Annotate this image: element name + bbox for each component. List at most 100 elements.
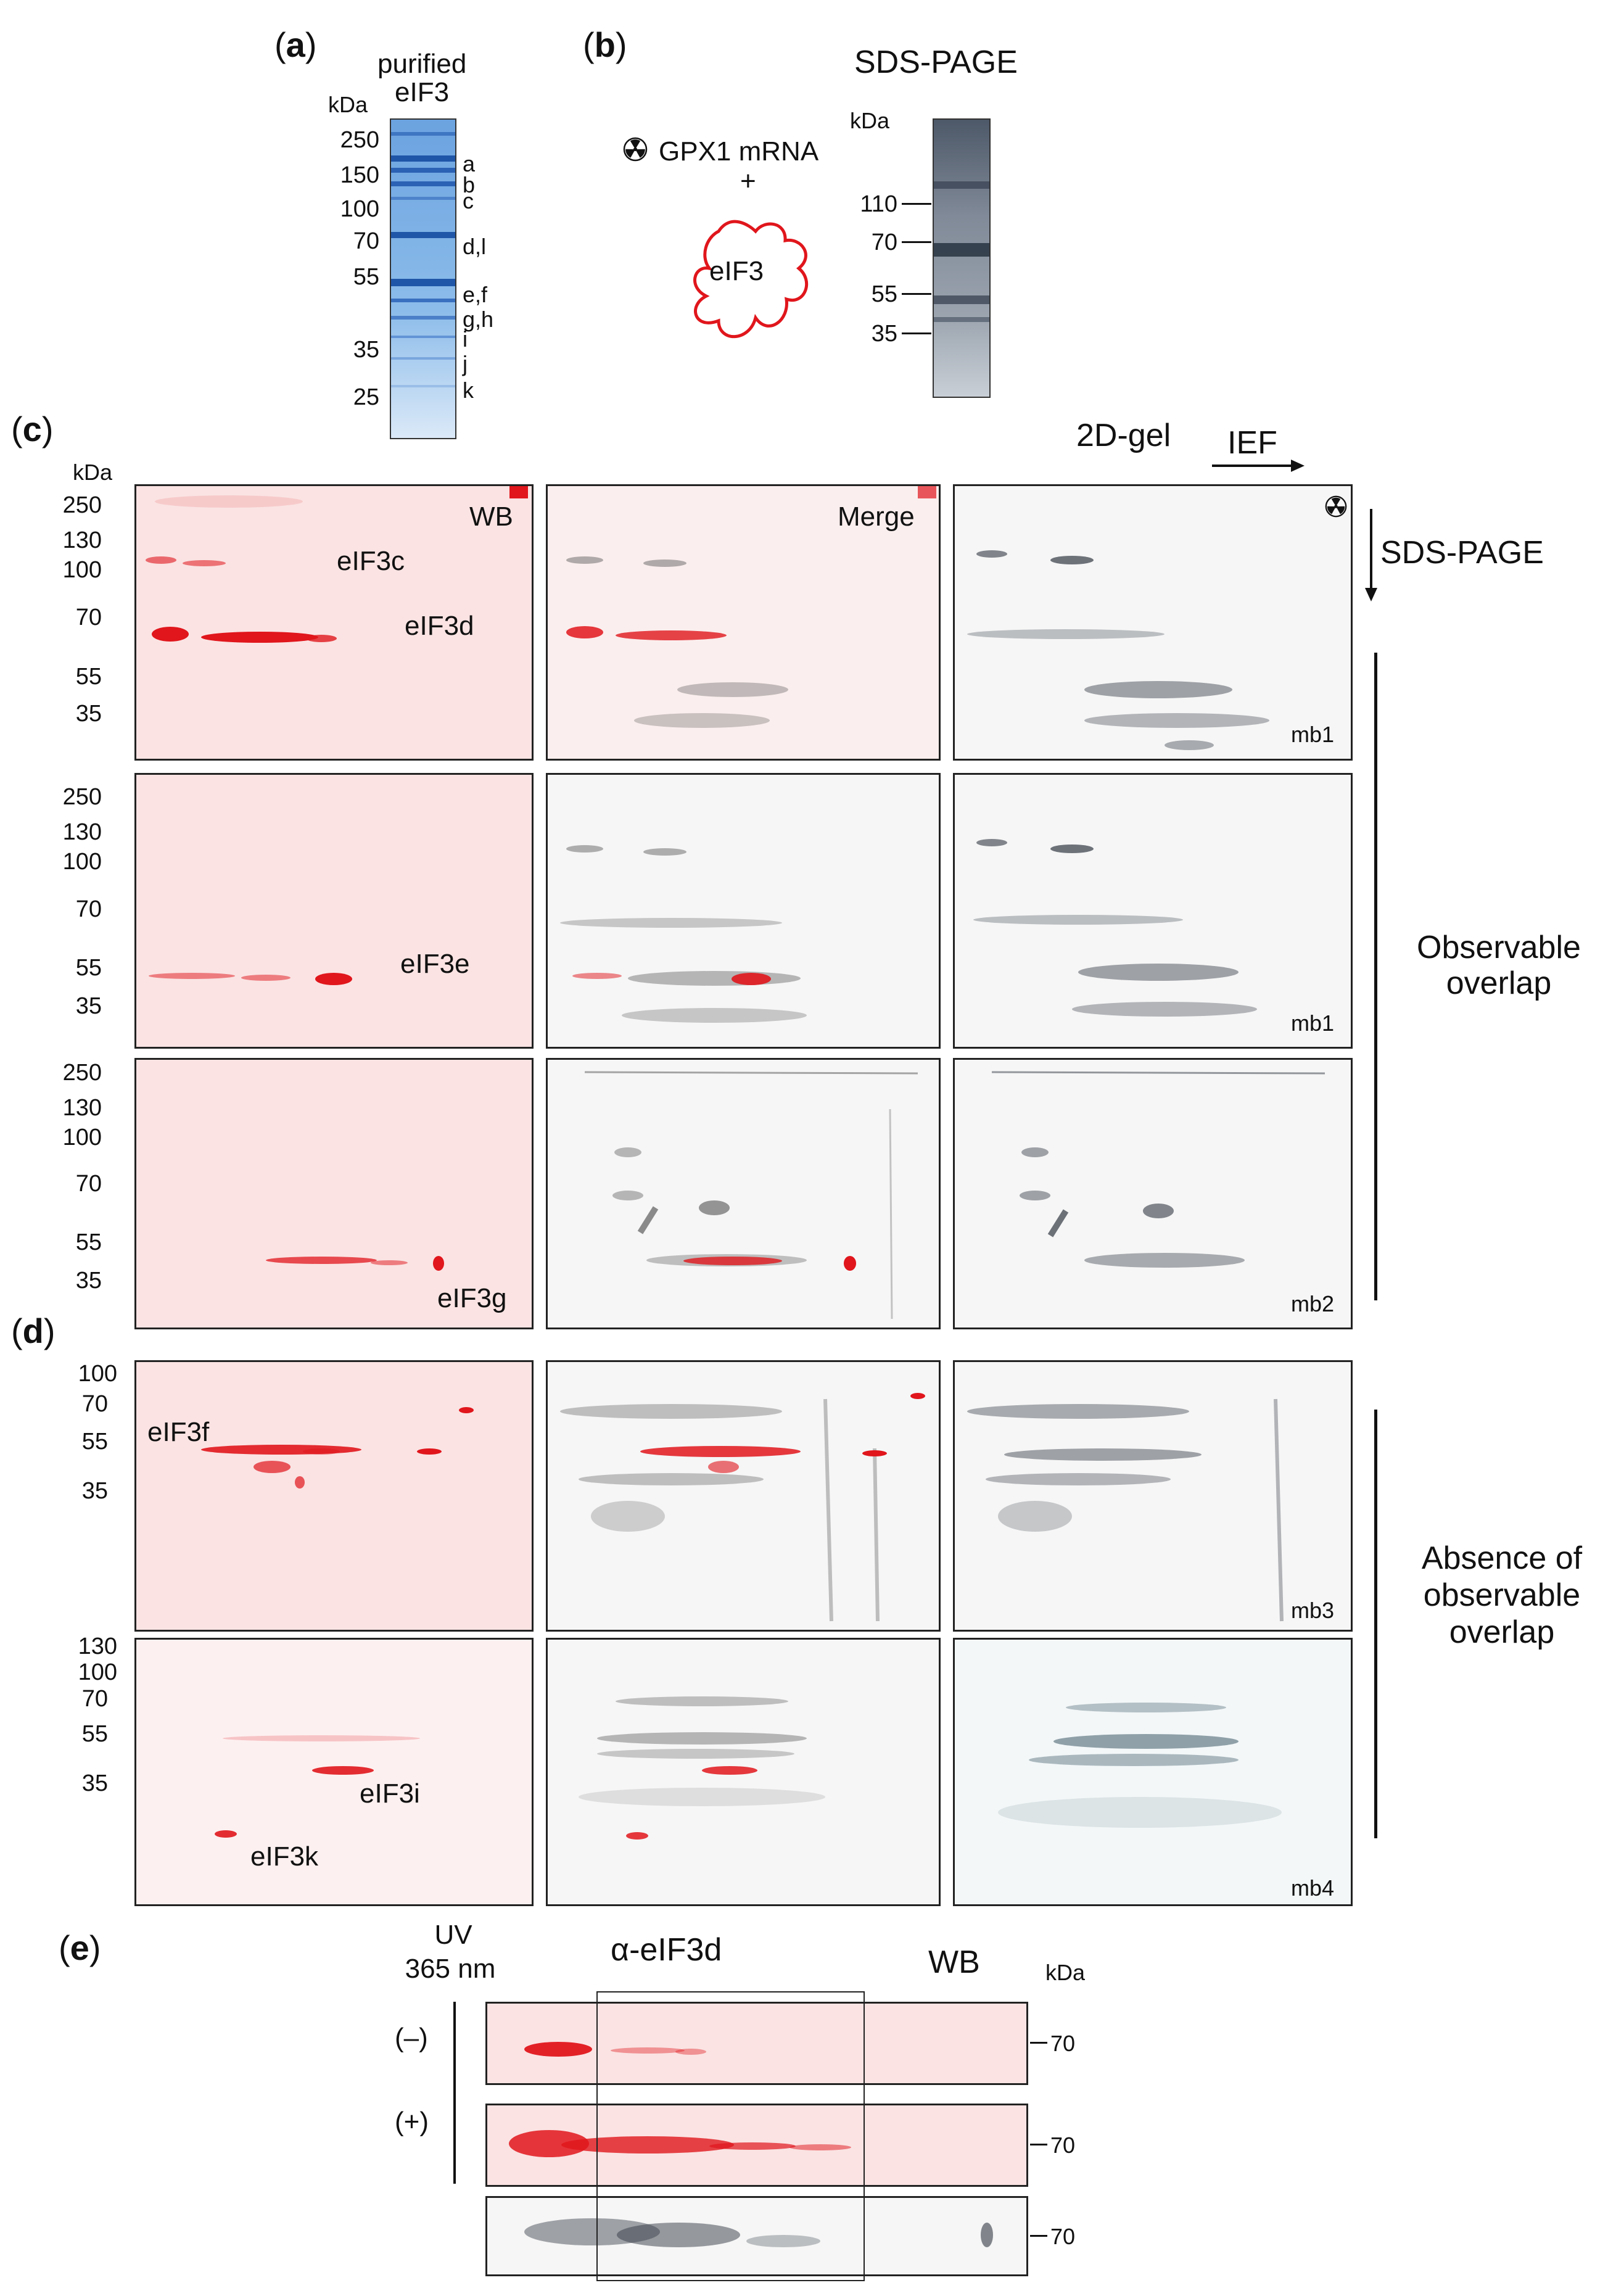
marker-label: 35 <box>75 993 102 1019</box>
marker-label: 250 <box>62 492 102 518</box>
absence-overlap-line3: overlap <box>1449 1614 1555 1650</box>
subunit-label: a <box>463 151 476 176</box>
ief-label: IEF <box>1227 425 1277 461</box>
marker-label: 130 <box>62 1095 102 1121</box>
panel-b-label: (b) <box>583 25 627 64</box>
marker-label: 55 <box>353 264 379 290</box>
uv-label-line1: UV <box>434 1920 472 1950</box>
autoradiograph-panel-row3: mb2 <box>953 1058 1353 1329</box>
subunit-label: j <box>463 351 468 376</box>
tick <box>902 203 931 205</box>
panel-e-label: (e) <box>59 1928 101 1967</box>
marker-label: 70 <box>81 1686 108 1712</box>
observable-overlap-line1: Observable <box>1417 930 1581 965</box>
panel-a-title-line2: eIF3 <box>395 77 450 107</box>
marker-label: 35 <box>353 337 379 363</box>
radioactive-icon <box>623 137 648 162</box>
marker-label: 70 <box>1050 2133 1076 2158</box>
panel-c-label: (c) <box>11 410 54 448</box>
marker-label: 70 <box>75 1171 102 1197</box>
protein-label-eif3f: eIF3f <box>147 1417 210 1447</box>
uv-label-line2: 365 nm <box>405 1954 496 1984</box>
plus-uv-label: (+) <box>395 2107 429 2137</box>
wb-strip-plus-uv <box>485 2104 1028 2187</box>
marker-label: 70 <box>871 229 897 255</box>
panel-a-kda: kDa <box>328 92 368 117</box>
subunit-label: e,f <box>463 282 488 307</box>
membrane-label: mb1 <box>1291 1010 1335 1036</box>
antibody-label: α-eIF3d <box>611 1932 722 1968</box>
membrane-label: mb3 <box>1291 1598 1335 1623</box>
autoradiograph-panel-d-row2: mb4 <box>953 1638 1353 1906</box>
subunit-label: b <box>463 172 476 197</box>
protein-label-eif3k: eIF3k <box>250 1841 319 1872</box>
wb-panel-eif3e: eIF3e <box>134 773 534 1049</box>
protein-label-eif3d: eIF3d <box>405 611 474 641</box>
marker-label: 100 <box>62 557 102 583</box>
merge-panel-d-row2 <box>546 1638 941 1906</box>
marker-label: 70 <box>81 1391 108 1417</box>
protein-label-eif3g: eIF3g <box>437 1283 507 1313</box>
wb-panel-eif3i-eif3k: eIF3i eIF3k <box>134 1638 534 1906</box>
merge-panel-d-row1 <box>546 1360 941 1632</box>
minus-uv-label: (–) <box>395 2023 428 2053</box>
marker-label: 110 <box>860 191 897 217</box>
marker-label: 70 <box>75 605 102 630</box>
panel-e-wb-label: WB <box>928 1944 980 1980</box>
marker-label: 70 <box>1050 2031 1076 2056</box>
wb-panel-eif3g: eIF3g <box>134 1058 534 1329</box>
autoradiograph-strip <box>485 2196 1028 2276</box>
alpha-eif3d-region-box <box>596 1991 865 2281</box>
membrane-label: mb1 <box>1291 722 1335 747</box>
marker-label: 35 <box>75 1268 102 1294</box>
marker-label: 55 <box>81 1429 108 1455</box>
bracket-absence-overlap <box>1374 1410 1377 1838</box>
autoradiograph-panel-row1: mb1 <box>953 484 1353 761</box>
tick <box>1030 2235 1047 2237</box>
marker-label: 150 <box>340 162 379 188</box>
eif3-complex-outline <box>682 213 823 355</box>
panel-a-title-line1: purified <box>377 49 467 79</box>
subunit-label: g,h <box>463 307 494 332</box>
subunit-label: c <box>463 188 474 213</box>
marker-label: 70 <box>75 896 102 922</box>
marker-label: 35 <box>75 701 102 727</box>
subunit-label: d,l <box>463 234 487 259</box>
protein-label-eif3c: eIF3c <box>337 546 405 576</box>
marker-label: 35 <box>81 1478 108 1504</box>
tick <box>902 241 931 243</box>
marker-label: 35 <box>81 1770 108 1796</box>
wb-label: WB <box>469 502 513 532</box>
mrna-label: GPX1 mRNA <box>659 136 819 167</box>
merge-label: Merge <box>838 502 915 532</box>
autoradiograph-panel-d-row1: mb3 <box>953 1360 1353 1632</box>
marker-label: 250 <box>62 1060 102 1086</box>
tick <box>1030 2144 1047 2145</box>
marker-label: 130 <box>78 1633 117 1659</box>
autoradiograph-panel-row2: mb1 <box>953 773 1353 1049</box>
marker-label: 55 <box>75 1229 102 1255</box>
merge-panel-row1: Merge <box>546 484 941 761</box>
membrane-label: mb2 <box>1291 1291 1335 1316</box>
protein-label-eif3i: eIF3i <box>360 1778 420 1809</box>
marker-label: 130 <box>62 819 102 845</box>
marker-label: 100 <box>62 849 102 875</box>
marker-label: 70 <box>353 228 379 254</box>
membrane-label: mb4 <box>1291 1875 1335 1901</box>
wb-strip-minus-uv <box>485 2002 1028 2085</box>
marker-label: 100 <box>78 1361 117 1387</box>
marker-label: 100 <box>62 1125 102 1150</box>
marker-label: 55 <box>75 664 102 690</box>
bracket-observable-overlap <box>1374 653 1377 1300</box>
merge-panel-row3 <box>546 1058 941 1329</box>
uv-bracket <box>453 2002 456 2184</box>
panel-c-kda: kDa <box>73 460 113 485</box>
panel-a-label: (a) <box>274 25 317 64</box>
marker-label: 55 <box>81 1721 108 1747</box>
panel-b-kda: kDa <box>850 108 890 133</box>
marker-label: 250 <box>62 784 102 810</box>
wb-panel-eif3c-eif3d: WB eIF3c eIF3d <box>134 484 534 761</box>
radioactive-icon <box>1325 495 1347 518</box>
absence-overlap-line1: Absence of <box>1421 1540 1583 1576</box>
eif3-complex-label: eIF3 <box>709 256 764 286</box>
